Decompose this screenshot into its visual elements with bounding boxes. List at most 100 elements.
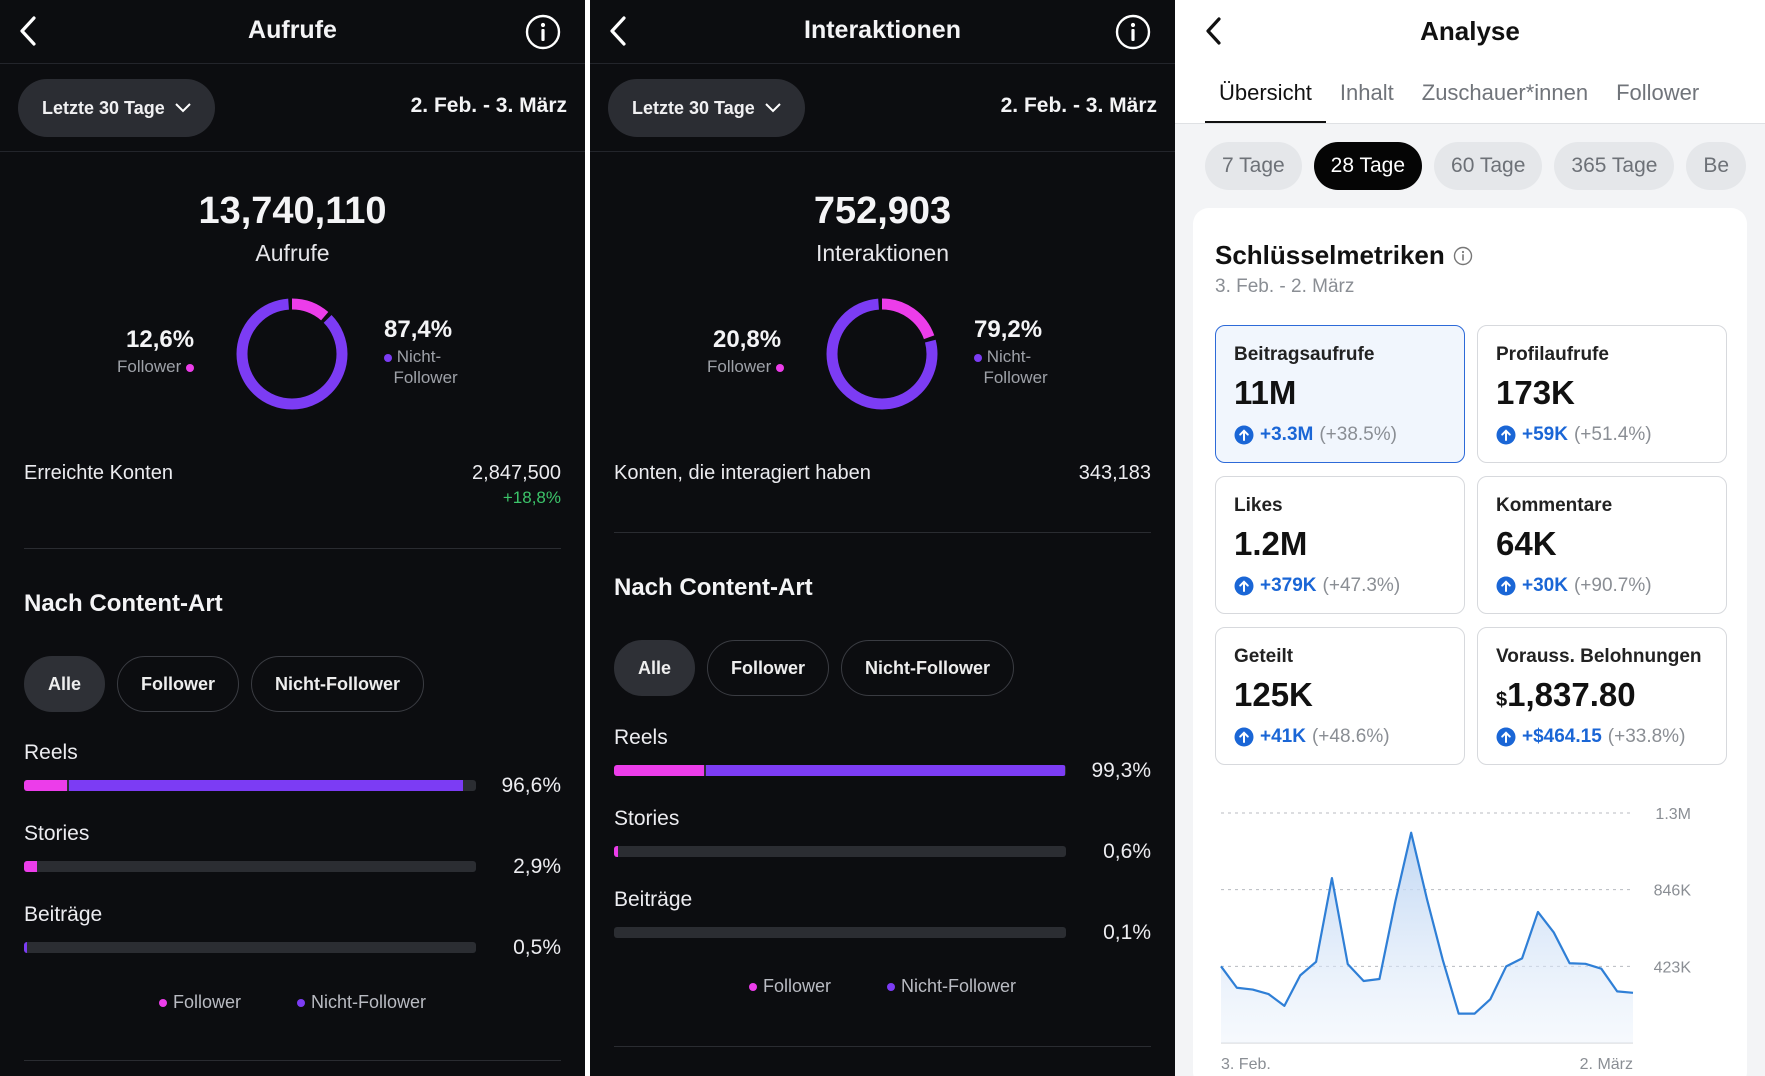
info-icon[interactable] [1453,246,1473,266]
content-type-chips: Alle Follower Nicht-Follower [614,640,1015,696]
follower-percentage: 20,8% [713,326,782,353]
arrow-up-circle-icon [1234,425,1254,445]
back-arrow-icon[interactable] [604,14,634,48]
key-metrics-title: Schlüsselmetriken [1215,240,1473,271]
tab-audience[interactable]: Zuschauer*innen [1421,80,1589,105]
y-tick-label: 846K [1654,883,1692,900]
back-arrow-icon[interactable] [1201,14,1227,48]
reached-accounts-change: +18,8% [502,488,561,507]
analysis-header: Analyse [1175,0,1765,62]
nonfollower-legend-label-2: Follower [983,368,1048,387]
legend-follower-label: Follower [762,976,831,996]
metric-value: 1.2M [1234,525,1308,562]
nonfollower-legend-label-1: Nicht- [986,347,1032,366]
content-type-title: Nach Content-Art [614,574,813,601]
reels-label: Reels [614,726,668,749]
chip-all[interactable]: Alle [24,656,106,712]
metric-change-pct: (+38.5%) [1319,424,1397,445]
metric-value: 125K [1234,676,1313,713]
divider [24,548,561,549]
tab-content[interactable]: Inhalt [1339,80,1394,105]
stories-label: Stories [614,807,680,830]
metric-profile-views[interactable]: Profilaufrufe 173K +59K (+51.4%) [1477,325,1727,463]
legend-follower: Follower [748,976,831,997]
period-dropdown-label: Letzte 30 Tage [632,97,755,118]
y-tick-label: 423K [1654,959,1692,976]
chevron-down-icon [175,103,191,113]
chevron-down-icon [765,103,781,113]
date-range: 2. Feb. - 3. März [1000,94,1157,117]
metric-change: +30K (+90.7%) [1496,575,1652,597]
period-dropdown[interactable]: Letzte 30 Tage [18,79,215,137]
metric-comments[interactable]: Kommentare 64K +30K (+90.7%) [1477,476,1727,614]
page-title: Analyse [1420,16,1520,46]
arrow-up-circle-icon [1496,425,1516,445]
interactions-donut-chart [826,298,938,410]
x-tick-label: 3. Feb. [1221,1056,1271,1073]
donut-nonfollower-slice [236,298,348,410]
filter-bar: Letzte 30 Tage 2. Feb. - 3. März [590,64,1175,152]
range-7-days[interactable]: 7 Tage [1205,142,1302,190]
views-panel: Aufrufe Letzte 30 Tage 2. Feb. - 3. März… [0,0,585,1076]
interactions-panel: Interaktionen Letzte 30 Tage 2. Feb. - 3… [590,0,1175,1076]
page-title: Interaktionen [804,16,961,44]
page-title: Aufrufe [248,16,337,44]
tab-divider [1175,123,1765,124]
metric-change-abs: +41K [1260,726,1306,747]
range-custom[interactable]: Be [1686,142,1747,190]
stories-label: Stories [24,822,90,845]
metric-change: +3.3M (+38.5%) [1234,424,1397,446]
stories-value: 0,6% [1103,840,1151,863]
posts-bar [24,942,476,953]
legend-follower-label: Follower [172,992,241,1012]
bar-nonfollower-segment [69,780,463,791]
bar-follower-segment [24,861,38,872]
date-range: 2. Feb. - 3. März [410,94,567,117]
range-60-days[interactable]: 60 Tage [1434,142,1543,190]
reached-accounts-value: 2,847,500 [472,462,561,484]
chip-all[interactable]: Alle [614,640,696,696]
chip-follower[interactable]: Follower [707,640,830,696]
period-dropdown[interactable]: Letzte 30 Tage [608,79,805,137]
posts-label: Beiträge [24,903,103,926]
metric-value: 64K [1496,525,1557,562]
reels-bar [24,780,476,791]
bar-follower-segment [614,846,618,857]
chip-follower[interactable]: Follower [117,656,240,712]
metric-post-views[interactable]: Beitragsaufrufe 11M +3.3M (+38.5%) [1215,325,1465,463]
back-arrow-icon[interactable] [14,14,44,48]
total-views-value: 13,740,110 [198,190,387,232]
interactions-header: Interaktionen [590,0,1175,64]
reels-label: Reels [24,741,78,764]
tab-followers[interactable]: Follower [1616,80,1700,105]
metric-change-abs: +379K [1260,575,1317,596]
metric-change-pct: (+51.4%) [1573,424,1652,445]
metric-change-abs: +30K [1522,575,1568,596]
chip-nonfollower[interactable]: Nicht-Follower [841,640,1015,696]
metric-likes[interactable]: Likes 1.2M +379K (+47.3%) [1215,476,1465,614]
metric-change: +41K (+48.6%) [1234,726,1390,748]
info-icon[interactable] [525,14,561,50]
stories-value: 2,9% [513,855,561,878]
posts-label: Beiträge [614,888,693,911]
follower-legend: Follower [117,356,194,377]
metric-label: Beitragsaufrufe [1234,344,1375,365]
metric-shares[interactable]: Geteilt 125K +41K (+48.6%) [1215,627,1465,765]
metric-label: Geteilt [1234,646,1294,667]
follower-dot-icon [185,363,194,372]
chip-nonfollower[interactable]: Nicht-Follower [251,656,425,712]
tab-overview[interactable]: Übersicht [1205,62,1326,124]
metric-change: +59K (+51.4%) [1496,424,1652,446]
metric-change-abs: +3.3M [1260,424,1314,445]
nonfollower-percentage: 87,4% [384,316,453,343]
range-365-days[interactable]: 365 Tage [1554,142,1675,190]
bar-legend: Follower Nicht-Follower [0,992,585,1013]
range-28-days[interactable]: 28 Tage [1313,142,1423,190]
panel-separator [585,0,590,1076]
nonfollower-legend: Nicht- Follower [974,346,1048,388]
legend-nonfollower-label: Nicht-Follower [901,976,1017,996]
metric-change-abs: +59K [1522,424,1568,445]
info-icon[interactable] [1115,14,1151,50]
bar-nonfollower-segment [24,942,27,953]
metric-estimated-rewards[interactable]: Vorauss. Belohnungen $1,837.80 +$464.15(… [1477,627,1727,765]
